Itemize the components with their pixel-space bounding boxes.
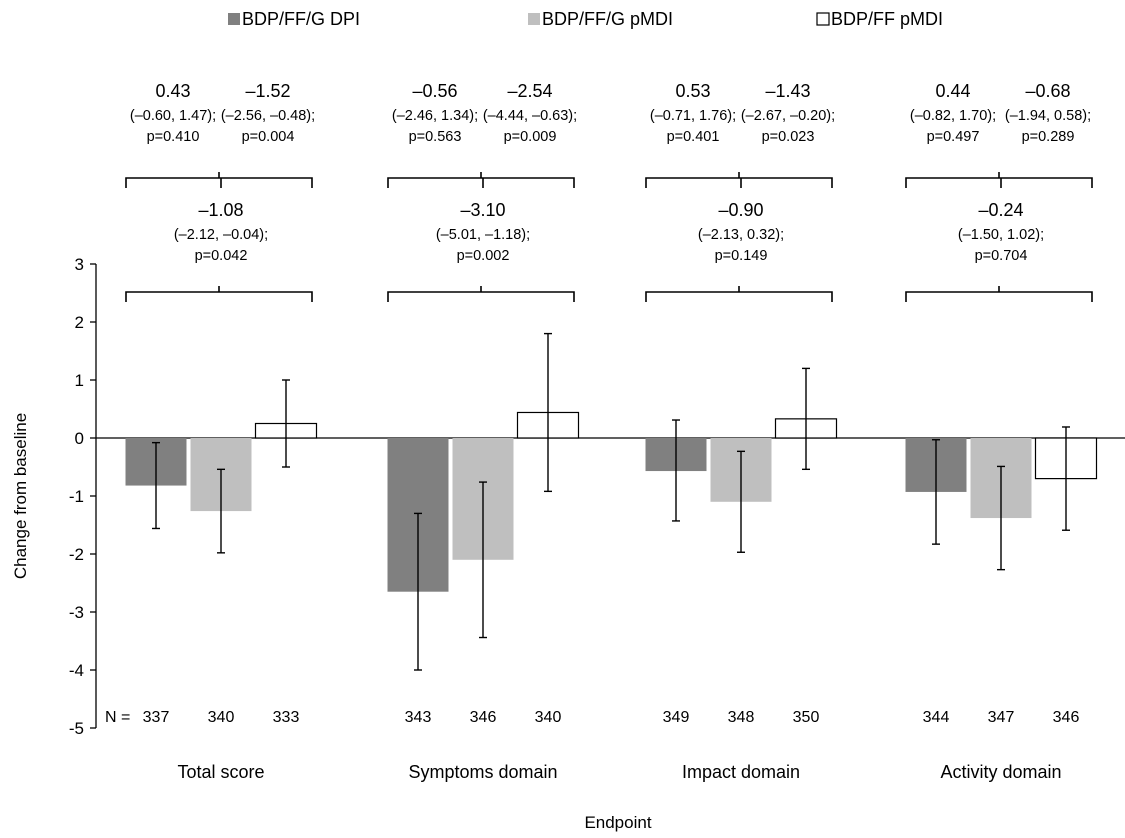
legend-swatch [528,13,540,25]
n-label: 340 [208,709,235,726]
comparison-p: p=0.004 [242,129,295,145]
comparison-p: p=0.563 [409,129,462,145]
legend-label: BDP/FF/G pMDI [542,9,673,29]
legend: BDP/FF/G DPI BDP/FF/G pMDI BDP/FF pMDI [228,9,943,29]
y-tick-label: 1 [75,371,84,390]
comparison-diff: –1.08 [198,200,243,220]
comparison-diff: –1.43 [765,81,810,101]
y-tick-label: -3 [69,603,84,622]
n-label: 348 [728,709,755,726]
comparison-ci: (–2.12, –0.04); [174,227,268,243]
y-tick-label: -1 [69,487,84,506]
legend-swatch [816,12,830,26]
comparison-diff: –0.90 [718,200,763,220]
n-label: 350 [793,709,820,726]
comparison-diff: 0.53 [675,81,710,101]
comparison-bracket [387,177,575,188]
error-bars [152,332,1070,671]
comparison-bracket [905,291,1093,302]
comparison-diff: –1.52 [245,81,290,101]
comparison-diff: –3.10 [460,200,505,220]
comparison-p: p=0.009 [504,129,557,145]
comparison-p: p=0.149 [715,248,768,264]
comparison-p: p=0.704 [975,248,1028,264]
comparison-annotations: 0.43 (–0.60, 1.47); p=0.410 –1.52 (–2.56, –0… [125,81,1093,302]
category-label: Total score [177,762,264,782]
comparison-p: p=0.497 [927,129,980,145]
category-label: Activity domain [940,762,1061,782]
y-tick-label: 0 [75,429,84,448]
comparison-ci: (–5.01, –1.18); [436,227,530,243]
comparison-ci: (–2.13, 0.32); [698,227,784,243]
labels: Total score Symptoms domain Impact domain A… [105,709,1079,782]
comparison-diff: 0.43 [155,81,190,101]
n-label: 337 [143,709,170,726]
comparison-p: p=0.023 [762,129,815,145]
y-axis-title: Change from baseline [11,413,30,579]
comparison-ci: (–1.94, 0.58); [1005,108,1091,124]
comparison-diff: –0.56 [412,81,457,101]
category-label: Symptoms domain [408,762,557,782]
n-prefix: N = [105,709,130,726]
bars [125,411,1098,592]
comparison-diff: –0.68 [1025,81,1070,101]
comparison-ci: (–0.60, 1.47); [130,108,216,124]
n-label: 349 [663,709,690,726]
n-label: 340 [535,709,562,726]
comparison-ci: (–2.46, 1.34); [392,108,478,124]
comparison-diff: 0.44 [935,81,970,101]
comparison-bracket [645,291,833,302]
comparison-ci: (–1.50, 1.02); [958,227,1044,243]
comparison-p: p=0.042 [195,248,248,264]
comparison-p: p=0.410 [147,129,200,145]
x-axis-title: Endpoint [584,813,651,832]
comparison-ci: (–0.82, 1.70); [910,108,996,124]
comparison-ci: (–2.56, –0.48); [221,108,315,124]
comparison-ci: (–2.67, –0.20); [741,108,835,124]
comparison-diff: –0.24 [978,200,1023,220]
comparison-p: p=0.401 [667,129,720,145]
legend-label: BDP/FF pMDI [831,9,943,29]
n-label: 344 [923,709,950,726]
y-tick-label: 2 [75,313,84,332]
comparison-bracket [645,177,833,188]
comparison-bracket [905,177,1093,188]
category-label: Impact domain [682,762,800,782]
comparison-bracket [125,177,313,188]
legend-swatch [228,13,240,25]
legend-label: BDP/FF/G DPI [242,9,360,29]
comparison-ci: (–0.71, 1.76); [650,108,736,124]
comparison-bracket [387,291,575,302]
comparison-p: p=0.002 [457,248,510,264]
y-tick-label: -2 [69,545,84,564]
comparison-p: p=0.289 [1022,129,1075,145]
comparison-ci: (–4.44, –0.63); [483,108,577,124]
y-tick-label: -4 [69,661,84,680]
axes: 3 2 1 0 -1 -2 -3 -4 -5 Change from baseline Endpoi… [11,255,1125,832]
n-label: 347 [988,709,1015,726]
n-label: 333 [273,709,300,726]
n-label: 343 [405,709,432,726]
y-tick-label: -5 [69,719,84,738]
n-label: 346 [1053,709,1080,726]
n-label: 346 [470,709,497,726]
y-tick-label: 3 [75,255,84,274]
comparison-diff: –2.54 [507,81,552,101]
comparison-bracket [125,291,313,302]
